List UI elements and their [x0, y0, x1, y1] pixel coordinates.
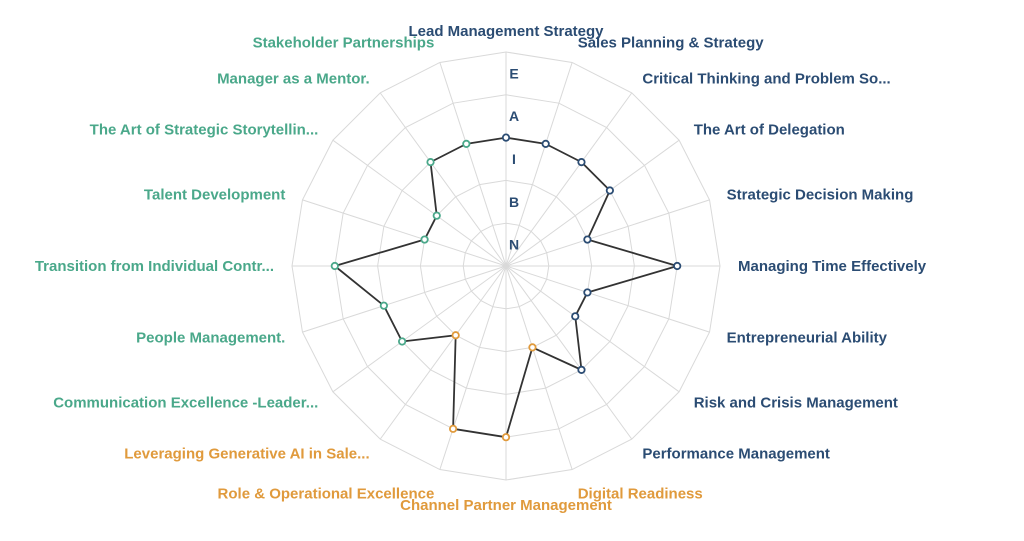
axis-label: Manager as a Mentor. [217, 70, 370, 87]
axis-label: Sales Planning & Strategy [578, 34, 765, 51]
grid-spoke [302, 199, 507, 267]
ring-label-a: A [509, 108, 519, 124]
axis-label: Communication Excellence -Leader... [53, 394, 318, 411]
grid-spoke [505, 199, 710, 267]
data-point[interactable] [451, 331, 460, 340]
axis-label: Risk and Crisis Management [694, 394, 898, 411]
grid-spoke [332, 139, 507, 267]
grid-spoke [505, 92, 633, 267]
data-point[interactable] [528, 343, 537, 352]
axis-label: Transition from Individual Contr... [35, 258, 274, 275]
data-point[interactable] [577, 365, 586, 374]
axis-label: Role & Operational Excellence [218, 486, 435, 503]
data-point[interactable] [432, 211, 441, 220]
grid-spoke [505, 265, 633, 440]
grid-spoke [439, 265, 507, 470]
axis-label: Strategic Decision Making [727, 186, 914, 203]
grid-spoke [505, 265, 573, 470]
data-point[interactable] [501, 133, 511, 142]
data-point[interactable] [541, 139, 550, 148]
axis-label: Talent Development [144, 186, 285, 203]
axis-label: Stakeholder Partnerships [253, 34, 435, 51]
data-point[interactable] [577, 158, 586, 167]
grid-spoke [439, 62, 507, 267]
axis-label: Managing Time Effectively [738, 258, 927, 275]
data-point[interactable] [673, 261, 682, 271]
axis-label: Performance Management [642, 446, 830, 463]
axis-label: Channel Partner Management [400, 497, 612, 514]
axis-label: Leveraging Generative AI in Sale... [124, 446, 369, 463]
data-point[interactable] [420, 235, 429, 244]
data-point[interactable] [571, 312, 580, 321]
data-point[interactable] [379, 301, 388, 310]
data-point[interactable] [330, 261, 339, 271]
axis-label: People Management. [136, 330, 285, 347]
axis-label: Entrepreneurial Ability [727, 330, 888, 347]
ring-label-e: E [509, 65, 518, 81]
data-point[interactable] [605, 186, 614, 195]
data-point[interactable] [426, 158, 435, 167]
grid-spoke [332, 265, 507, 393]
radar-grid [291, 51, 721, 481]
axis-label: Critical Thinking and Problem So... [642, 70, 890, 87]
data-point[interactable] [501, 433, 511, 442]
axis-label: The Art of Strategic Storytellin... [90, 122, 319, 139]
grid-spoke [379, 265, 507, 440]
ring-labels: N B I A E [509, 65, 519, 252]
grid-spoke [505, 265, 710, 333]
axis-label: The Art of Delegation [694, 122, 845, 139]
ring-label-b: B [509, 194, 519, 210]
data-point[interactable] [398, 337, 407, 346]
grid-spoke [505, 139, 680, 267]
axis-label: Lead Management Strategy [408, 23, 604, 40]
axis-label: Digital Readiness [578, 486, 703, 503]
grid-spoke [505, 62, 573, 267]
data-point[interactable] [583, 288, 592, 297]
data-point[interactable] [462, 139, 471, 148]
radar-series [330, 133, 682, 442]
data-point[interactable] [583, 235, 592, 244]
ring-label-i: I [512, 151, 516, 167]
grid-spoke [302, 265, 507, 333]
data-point[interactable] [448, 424, 458, 433]
grid-spoke [505, 265, 680, 393]
grid-spoke [379, 92, 507, 267]
ring-label-n: N [509, 237, 519, 253]
